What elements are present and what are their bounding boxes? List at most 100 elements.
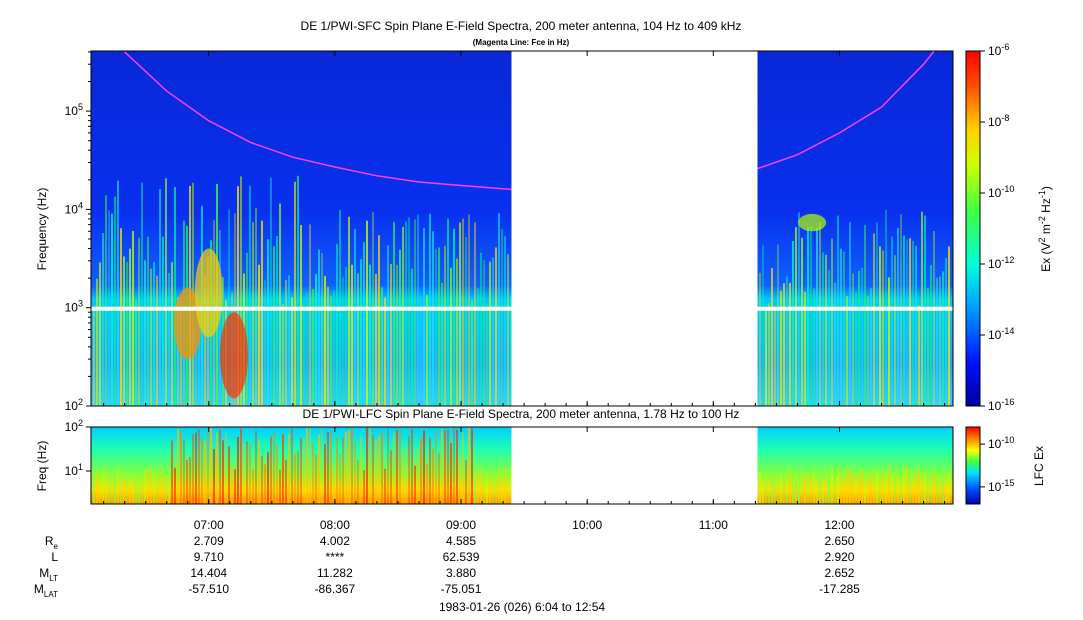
lfc-emission-streak — [411, 428, 413, 504]
lfc-emission-streak — [270, 436, 272, 504]
sfc-emission-streak — [270, 177, 272, 406]
lfc-emission-streak — [111, 472, 113, 504]
lfc-emission-streak — [159, 466, 161, 504]
lfc-emission-streak — [378, 435, 380, 504]
lfc-emission-streak — [903, 466, 905, 504]
sfc-emission-streak — [240, 176, 242, 406]
time-tick-label: 09:00 — [446, 518, 476, 532]
sfc-y-tick-label: 105 — [65, 102, 83, 118]
sfc-emission-streak — [114, 196, 116, 406]
ephemeris-value: -17.285 — [819, 582, 860, 596]
lfc-emission-streak — [879, 486, 881, 504]
lfc-emission-streak — [174, 467, 176, 504]
sfc-emission-streak — [867, 295, 869, 406]
sfc-emission-streak — [795, 227, 797, 406]
sfc-emission-streak — [759, 272, 761, 406]
sfc-colorbar-tick-label: 10-8 — [988, 113, 1009, 129]
ephemeris-value: -75.051 — [441, 582, 482, 596]
sfc-emission-streak — [774, 306, 776, 406]
sfc-emission-streak — [843, 251, 845, 406]
lfc-emission-streak — [141, 472, 143, 504]
sfc-emission-streak — [120, 228, 122, 406]
lfc-emission-streak — [942, 471, 944, 504]
sfc-emission-blob — [798, 213, 827, 232]
lfc-emission-streak — [192, 434, 194, 504]
lfc-emission-streak — [852, 471, 854, 504]
lfc-emission-streak — [876, 470, 878, 504]
sfc-emission-streak — [852, 273, 854, 406]
lfc-emission-streak — [288, 433, 290, 504]
sfc-emission-streak — [864, 225, 866, 406]
lfc-emission-streak — [762, 485, 764, 504]
ephemeris-value: **** — [326, 550, 345, 564]
lfc-emission-streak — [786, 493, 788, 504]
lfc-emission-streak — [369, 427, 371, 504]
lfc-colorbar — [965, 426, 981, 505]
ephemeris-value: 14.404 — [190, 566, 227, 580]
sfc-emission-streak — [336, 244, 338, 406]
lfc-emission-streak — [774, 470, 776, 504]
sfc-emission-streak — [942, 271, 944, 406]
sfc-emission-streak — [465, 236, 467, 406]
lfc-emission-streak — [444, 430, 446, 504]
lfc-emission-streak — [390, 450, 392, 504]
sfc-emission-streak — [912, 240, 914, 406]
lfc-emission-streak — [822, 484, 824, 504]
sfc-emission-streak — [303, 302, 305, 406]
sfc-emission-streak — [822, 252, 824, 406]
sfc-emission-streak — [414, 219, 416, 406]
time-tick-label: 08:00 — [320, 518, 350, 532]
lfc-emission-streak — [456, 429, 458, 504]
sfc-emission-streak — [171, 262, 173, 406]
sfc-emission-streak — [258, 264, 260, 406]
lfc-emission-streak — [237, 436, 239, 504]
lfc-emission-streak — [501, 492, 503, 504]
sfc-emission-streak — [771, 268, 773, 406]
lfc-emission-streak — [153, 471, 155, 504]
lfc-emission-streak — [132, 489, 134, 504]
sfc-emission-streak — [288, 275, 290, 406]
lfc-emission-streak — [801, 470, 803, 504]
sfc-emission-streak — [444, 245, 446, 406]
lfc-emission-streak — [885, 473, 887, 504]
lfc-emission-streak — [297, 451, 299, 504]
sfc-emission-streak — [768, 303, 770, 406]
lfc-emission-streak — [222, 440, 224, 504]
lfc-emission-streak — [948, 473, 950, 504]
lfc-emission-streak — [243, 443, 245, 504]
lfc-emission-streak — [510, 466, 512, 504]
sfc-emission-streak — [405, 221, 407, 406]
sfc-emission-streak — [156, 275, 158, 406]
lfc-emission-streak — [864, 487, 866, 504]
sfc-emission-streak — [882, 250, 884, 406]
lfc-emission-streak — [930, 473, 932, 504]
lfc-emission-streak — [387, 427, 389, 504]
sfc-emission-streak — [846, 296, 848, 406]
sfc-emission-streak — [903, 235, 905, 406]
sfc-emission-streak — [792, 241, 794, 406]
lfc-emission-streak — [324, 444, 326, 504]
sfc-emission-streak — [279, 203, 281, 406]
lfc-emission-streak — [150, 466, 152, 504]
sfc-emission-blob — [194, 248, 223, 338]
lfc-y-tick-label: 101 — [65, 462, 83, 478]
lfc-emission-streak — [375, 439, 377, 504]
lfc-emission-streak — [144, 467, 146, 504]
sfc-emission-streak — [861, 268, 863, 406]
lfc-emission-streak — [333, 468, 335, 504]
sfc-emission-streak — [123, 256, 125, 406]
time-axis: 07:00 08:00 09:00 10:00 11:00 12:00 — [103, 51, 946, 532]
lfc-emission-streak — [291, 428, 293, 504]
lfc-emission-streak — [489, 483, 491, 504]
ephemeris-value: -86.367 — [315, 582, 356, 596]
sfc-emission-streak — [480, 252, 482, 406]
sfc-emission-streak — [765, 307, 767, 406]
sfc-emission-streak — [948, 246, 950, 406]
sfc-emission-streak — [129, 248, 131, 406]
lfc-emission-streak — [414, 465, 416, 504]
lfc-emission-streak — [423, 430, 425, 504]
lfc-emission-streak — [402, 450, 404, 504]
lfc-emission-streak — [393, 433, 395, 504]
lfc-emission-streak — [357, 460, 359, 504]
lfc-emission-streak — [285, 460, 287, 504]
